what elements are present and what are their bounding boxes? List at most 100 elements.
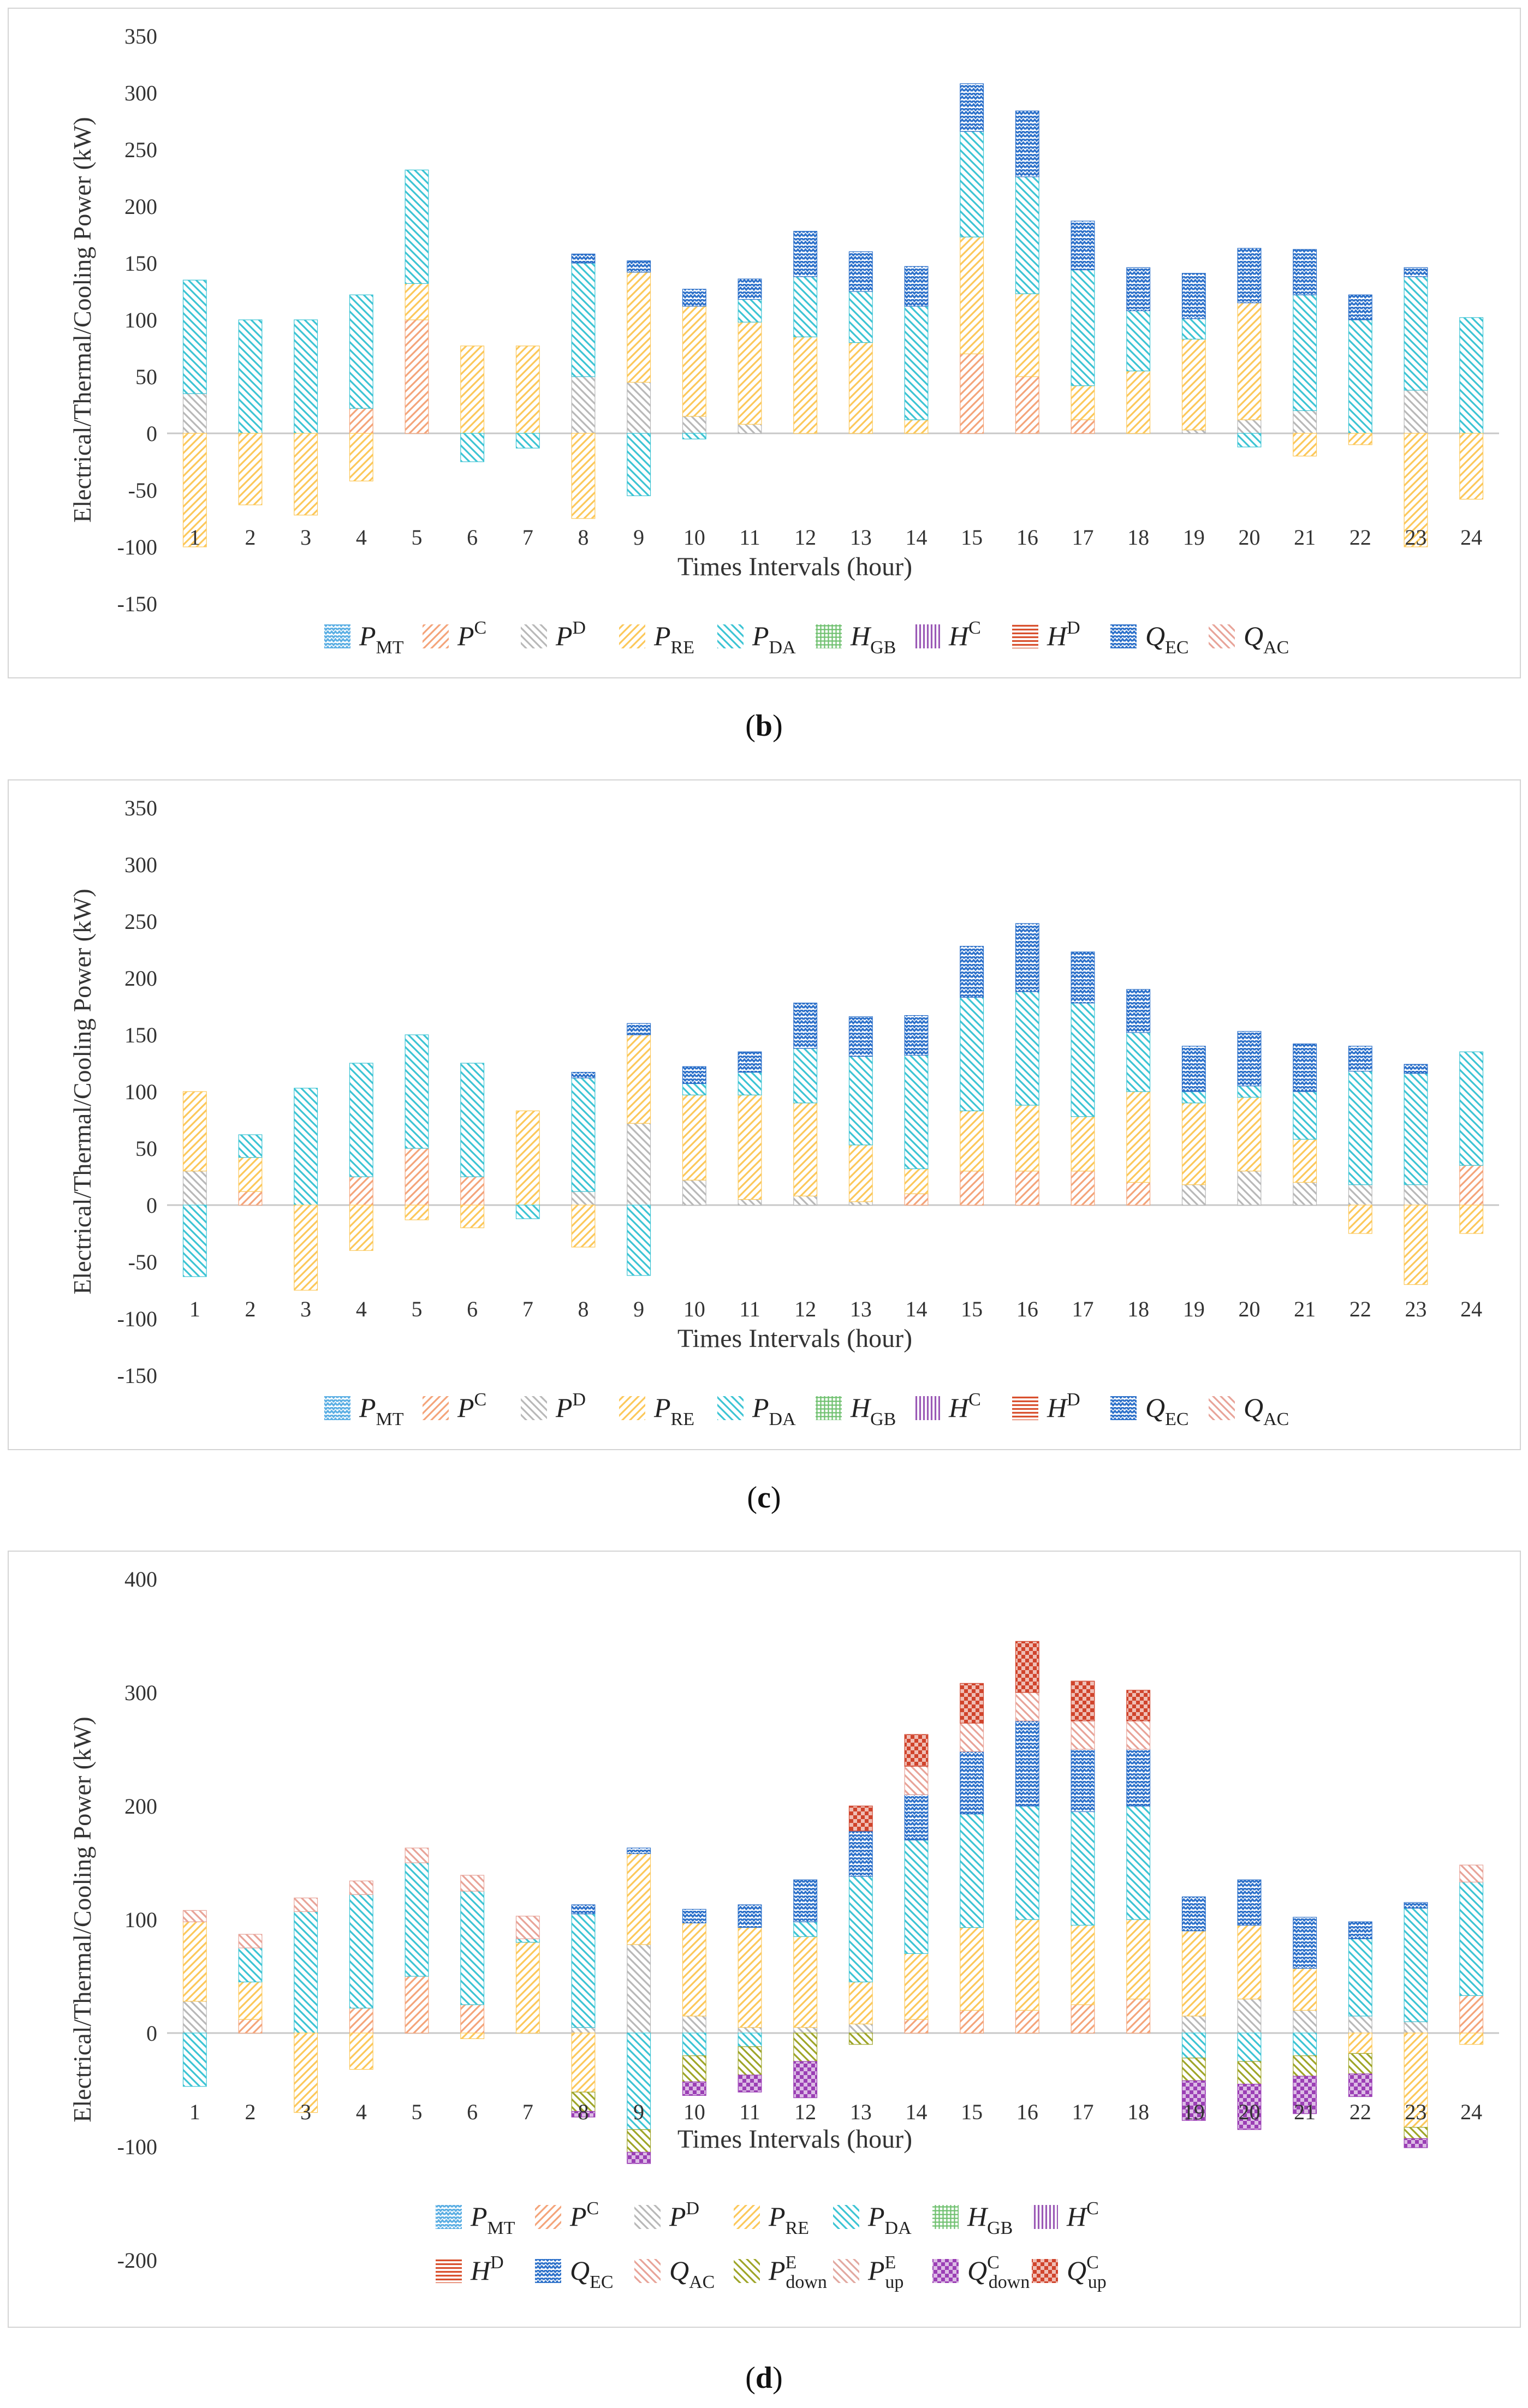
x-tick-label: 1 [189,525,200,550]
bar-segment-P_D-22 [1348,2016,1372,2034]
y-tick-label: -50 [128,478,157,503]
x-tick-label: 21 [1294,525,1316,550]
legend-label-H_C: HC [1066,2198,1099,2232]
legend-label-H_C: HC [948,1390,981,1423]
x-tick-label: 16 [1016,2100,1038,2124]
bar-segment-Q_EC-8 [571,1072,596,1078]
x-tick-label: 16 [1016,1297,1038,1321]
x-tick-label: 12 [794,2100,816,2124]
x-tick-label: 5 [412,1297,423,1321]
bar-segment-P_RE-10 [682,1094,706,1181]
bar-segment-P_D-21 [1293,2010,1317,2034]
bar-segment-P_RE-12 [793,336,818,434]
bar-segment-P_RE_neg-24 [1459,1205,1484,1234]
bar-segment-P_DA-12 [793,1048,818,1104]
bar-segment-Q_EC-19 [1181,1046,1206,1092]
y-axis-label: Electrical/Thermal/Cooling Power (kW) [68,889,96,1294]
x-tick-label: 20 [1239,1297,1261,1321]
legend-label-H_GB: HGB [967,2201,1013,2238]
bar-segment-Q_EC-15 [960,83,984,132]
bar-segment-P_D-10 [682,1179,706,1206]
bar-segment-P_RE_neg-8 [571,2033,596,2093]
legend-label-P_D: PD [669,2198,699,2232]
x-tick-label: 6 [467,2100,478,2124]
bar-segment-P_RE-21 [1293,1968,1317,2011]
bar-segment-Q_EC-23 [1404,1064,1428,1074]
legend-swatch-Q_AC [1209,624,1235,648]
bar-segment-P_DA-22 [1348,319,1372,434]
y-tick-label: -200 [117,2248,157,2273]
x-tick-label: 15 [961,1297,983,1321]
bar-segment-P_RE-6 [460,345,485,434]
bar-segment-P_DA_neg-9 [627,1205,651,1276]
bar-segment-P_RE-15 [960,1927,984,2011]
bar-segment-P_D-23 [1404,390,1428,434]
legend-swatch-P_DA [833,2205,859,2229]
bar-segment-P_RE-1 [182,1921,207,2002]
bar-segment-P_RE-9 [627,272,651,383]
bar-segment-P_D-8 [571,1191,596,1206]
bar-segment-P_RE_neg-4 [349,2033,373,2070]
legend-swatch-Q_EC [1110,624,1137,648]
bar-segment-Q_AC-16 [1015,1692,1039,1721]
bar-segment-P_D-8 [571,2026,596,2034]
legend-swatch-P_D [521,1396,547,1420]
bar-segment-P_down-12 [793,2033,818,2062]
bar-segment-Q_down-12 [793,2061,818,2099]
legend-swatch-P_C [423,624,449,648]
bar-segment-P_D-1 [182,1170,207,1206]
bar-segment-P_DA-6 [460,1891,485,2005]
bar-segment-Q_EC-17 [1071,951,1095,1004]
y-tick-label: 0 [146,2021,157,2046]
bar-segment-Q_up-17 [1071,1680,1095,1721]
bar-segment-P_RE-16 [1015,1919,1039,2011]
bar-segment-Q_AC-5 [405,1847,429,1863]
y-tick-label: -150 [117,592,157,616]
bar-segment-P_DA-11 [738,1072,762,1095]
bar-segment-Q_EC-22 [1348,1921,1372,1939]
legend-swatch-P_MT [324,1396,350,1420]
bar-segment-Q_EC-20 [1237,1031,1262,1087]
bar-segment-P_DA-13 [848,1876,873,1983]
bar-segment-P_DA-21 [1293,294,1317,411]
bar-segment-P_RE_neg-5 [405,1205,429,1220]
legend-label-H_GB: HGB [850,621,896,658]
bar-segment-Q_EC-22 [1348,294,1372,320]
bar-segment-Q_down-23 [1404,2138,1428,2148]
legend-swatch-P_C [535,2205,561,2229]
bar-segment-P_DA_neg-1 [182,2033,207,2087]
legend-swatch-P_C [423,1396,449,1420]
x-tick-label: 24 [1460,2100,1482,2124]
x-axis-label: Times Intervals (hour) [677,2125,912,2154]
bar-segment-P_RE_neg-4 [349,1205,373,1251]
bar-segment-P_C-2 [238,1191,263,1206]
bar-segment-P_RE_neg-23 [1404,1205,1428,1285]
bar-segment-P_C-5 [405,1976,429,2034]
bar-segment-P_RE-18 [1126,1091,1151,1183]
y-tick-label: 0 [146,1193,157,1218]
legend-swatch-Q_up [1032,2259,1058,2283]
x-tick-label: 24 [1460,525,1482,550]
bar-segment-P_DA-14 [904,1054,929,1170]
bar-segment-P_RE-7 [515,1941,540,2034]
y-tick-label: 0 [146,421,157,446]
bar-segment-P_RE-20 [1237,1096,1262,1172]
legend-label-H_C: HC [948,618,981,651]
bar-segment-Q_EC-14 [904,1794,929,1841]
bar-segment-P_DA-11 [738,299,762,323]
legend-label-P_up: PE up [867,2252,903,2292]
bar-segment-P_DA-16 [1015,1805,1039,1920]
legend-label-H_D: HD [1047,618,1080,651]
bar-segment-P_DA-4 [349,294,373,409]
bar-segment-P_down-20 [1237,2061,1262,2085]
bar-segment-P_RE_neg-3 [294,2033,318,2113]
bar-segment-P_DA-19 [1181,318,1206,339]
bar-segment-P_DA-14 [904,306,929,420]
y-tick-label: 100 [124,1080,157,1104]
bar-segment-P_RE-15 [960,1110,984,1172]
y-tick-label: -150 [117,1363,157,1388]
bar-segment-Q_AC-17 [1071,1720,1095,1750]
legend-label-Q_down: QC down [967,2252,1030,2292]
legend-swatch-H_GB [816,1396,842,1420]
bar-segment-P_RE_neg-22 [1348,433,1372,445]
